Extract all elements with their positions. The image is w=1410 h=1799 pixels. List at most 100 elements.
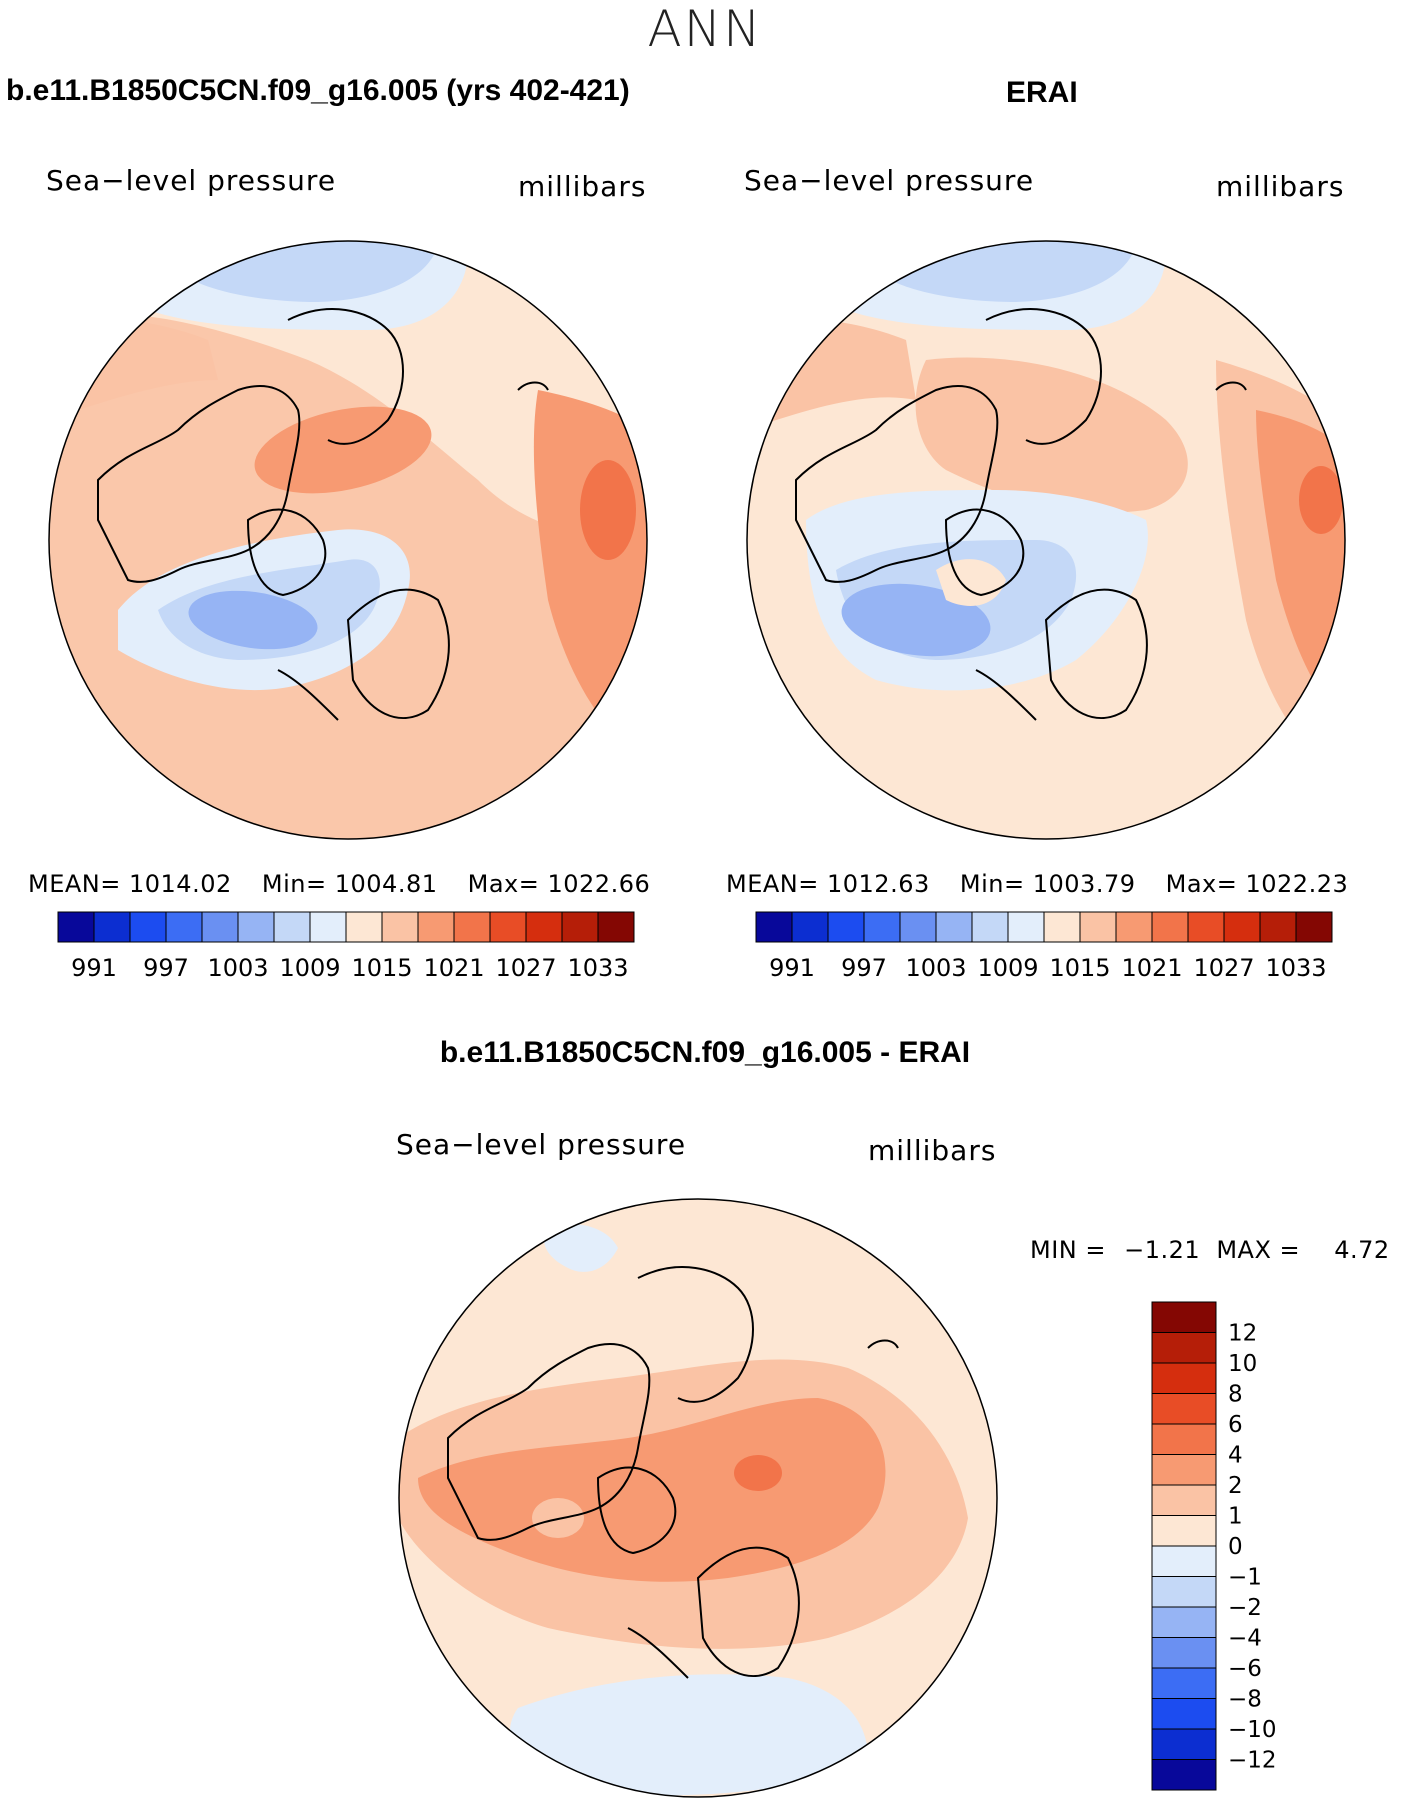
- panel3-coastline-greenland: [596, 1466, 677, 1555]
- panel3-field-north-negative: [544, 1224, 618, 1272]
- colorbar-swatch: [1151, 1484, 1217, 1516]
- colorbar-tick-label: 1003: [905, 954, 966, 982]
- panel3-min-value: −1.21: [1124, 1236, 1201, 1264]
- colorbar-swatch: [201, 911, 239, 943]
- colorbar-tick-label: 1033: [567, 954, 628, 982]
- colorbar-swatch: [597, 911, 635, 943]
- panel3-map-border: [398, 1198, 998, 1798]
- colorbar-swatch: [1223, 911, 1261, 943]
- colorbar-tick-label: −6: [1228, 1656, 1262, 1682]
- colorbar-tick-label: 1: [1228, 1504, 1243, 1530]
- panel1-map-border: [48, 240, 648, 840]
- colorbar-swatch: [1151, 1667, 1217, 1699]
- panel2-min-value: 1003.79: [1032, 870, 1136, 898]
- panel1-mean-label: MEAN=: [28, 870, 121, 898]
- colorbar-tick-label: 991: [71, 954, 117, 982]
- colorbar-swatch: [1187, 911, 1225, 943]
- panel1-min-label: Min=: [261, 870, 327, 898]
- panel3-max-value: 4.72: [1334, 1236, 1390, 1264]
- panel2-map: [746, 240, 1346, 840]
- panel2-map-border: [746, 240, 1346, 840]
- panel3-coastline-north-america: [447, 1343, 651, 1541]
- colorbar-swatch: [863, 911, 901, 943]
- panel1-coastline-north-america: [97, 385, 301, 583]
- colorbar-tick-label: −1: [1228, 1565, 1262, 1591]
- panel2-colorbar: 991 997 1003 1009 1015 1021 1027 1033: [755, 911, 1333, 982]
- colorbar-swatch: [1151, 1576, 1217, 1608]
- panel1-max-value: 1022.66: [547, 870, 651, 898]
- colorbar-tick-label: −4: [1228, 1626, 1262, 1652]
- colorbar-tick-label: 1021: [423, 954, 484, 982]
- colorbar-tick-label: 1003: [207, 954, 268, 982]
- colorbar-tick-label: 6: [1228, 1412, 1243, 1438]
- panel3-field-positive-core: [418, 1398, 886, 1582]
- colorbar-tick-label: 10: [1228, 1351, 1257, 1377]
- panel3-coastline-east: [867, 1339, 899, 1349]
- colorbar-swatch: [1151, 1332, 1217, 1364]
- colorbar-swatch: [1151, 1515, 1217, 1547]
- colorbar-swatch: [899, 911, 937, 943]
- panel2-coastline-greenland: [944, 508, 1025, 597]
- panel2-coastline-scandinavia: [1044, 588, 1148, 720]
- panel2-field-central-high: [915, 357, 1188, 513]
- colorbar-swatch: [791, 911, 829, 943]
- colorbar-swatch: [1151, 1393, 1217, 1425]
- panel2-mean-value: 1012.63: [827, 870, 930, 898]
- colorbar-swatch: [309, 911, 347, 943]
- panel3-map: [398, 1198, 998, 1798]
- colorbar-swatch: [1151, 1698, 1217, 1730]
- colorbar-tick-label: 997: [841, 954, 887, 982]
- panel2-min-label: Min=: [959, 870, 1025, 898]
- colorbar-swatch: [1007, 911, 1045, 943]
- colorbar-tick-label: 12: [1228, 1321, 1257, 1347]
- colorbar-swatch: [1151, 1728, 1217, 1760]
- colorbar-tick-label: 1027: [495, 954, 556, 982]
- colorbar-tick-label: 1027: [1193, 954, 1254, 982]
- panel1-min-value: 1004.81: [334, 870, 438, 898]
- colorbar-swatch: [489, 911, 527, 943]
- panel1-units: millibars: [518, 170, 647, 203]
- colorbar-swatch: [935, 911, 973, 943]
- colorbar-tick-label: −2: [1228, 1595, 1262, 1621]
- colorbar-swatch: [93, 911, 131, 943]
- colorbar-swatch: [345, 911, 383, 943]
- colorbar-swatch: [1295, 911, 1333, 943]
- panel2-coastline-siberia: [985, 308, 1102, 445]
- panel1-coastline-siberia: [287, 308, 404, 445]
- panel3-coastline-scandinavia: [696, 1546, 800, 1678]
- colorbar-swatch: [1151, 1454, 1217, 1486]
- panel2-max-label: Max=: [1165, 870, 1238, 898]
- panel2-coastline-north-america: [795, 385, 999, 583]
- colorbar-swatch: [1043, 911, 1081, 943]
- panel1-colorbar: 991 997 1003 1009 1015 1021 1027 1033: [57, 911, 635, 982]
- colorbar-swatch: [165, 911, 203, 943]
- colorbar-tick-label: 2: [1228, 1473, 1243, 1499]
- colorbar-swatch: [971, 911, 1009, 943]
- colorbar-swatch: [1151, 1759, 1217, 1791]
- colorbar-swatch: [1151, 1545, 1217, 1577]
- colorbar-swatch: [1259, 911, 1297, 943]
- panel1-field-east-max: [580, 460, 636, 560]
- panel1-field-icelandic-low-core: [188, 590, 318, 650]
- panel3-variable: Sea−level pressure: [396, 1128, 687, 1161]
- colorbar-swatch: [827, 911, 865, 943]
- colorbar-swatch: [1151, 1637, 1217, 1669]
- colorbar-swatch: [129, 911, 167, 943]
- colorbar-tick-label: 1009: [279, 954, 340, 982]
- colorbar-swatch: [755, 911, 793, 943]
- colorbar-swatch: [1079, 911, 1117, 943]
- panel1-variable: Sea−level pressure: [46, 164, 337, 197]
- panel2-max-value: 1022.23: [1245, 870, 1349, 898]
- colorbar-swatch: [525, 911, 563, 943]
- colorbar-swatch: [1151, 1301, 1217, 1333]
- colorbar-swatch: [381, 911, 419, 943]
- colorbar-swatch: [1115, 911, 1153, 943]
- panel3-units: millibars: [868, 1134, 997, 1167]
- season-title: ANN: [647, 0, 763, 58]
- panel1-stats: MEAN= 1014.02 Min= 1004.81 Max= 1022.66: [28, 870, 650, 898]
- colorbar-tick-label: −12: [1228, 1748, 1277, 1774]
- colorbar-swatch: [453, 911, 491, 943]
- panel1-coastline-europe: [277, 669, 339, 721]
- colorbar-tick-label: 8: [1228, 1382, 1243, 1408]
